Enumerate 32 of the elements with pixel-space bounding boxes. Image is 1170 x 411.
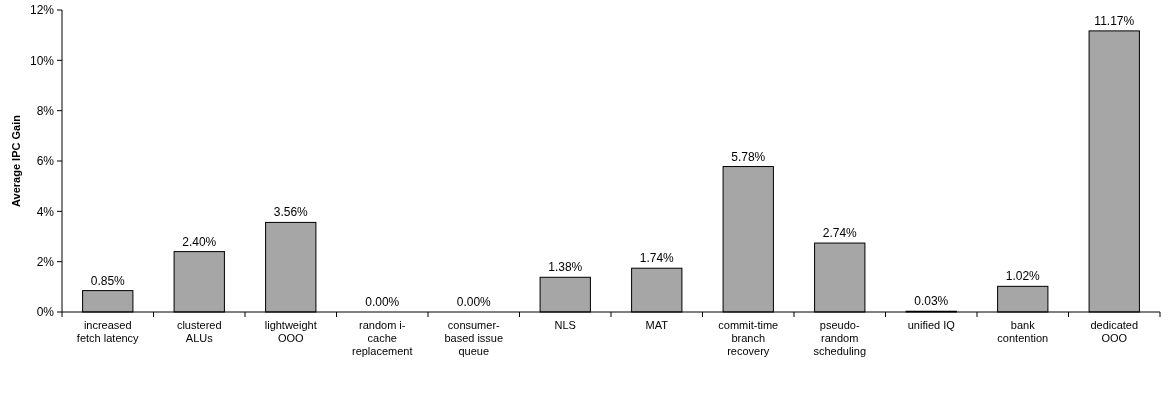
x-tick-label: consumer-based issue queue [444, 319, 504, 357]
data-label: 3.56% [273, 205, 309, 220]
x-tick-label: lightweight OOO [264, 319, 317, 344]
data-label: 1.38% [548, 260, 583, 275]
y-tick-label: 12% [29, 3, 55, 18]
x-tick-label: increased fetch latency [76, 319, 140, 344]
data-label: 11.17% [1094, 13, 1135, 28]
y-axis-title: Average IPC Gain [10, 114, 22, 207]
x-tick-label: NLS [554, 319, 576, 331]
x-tick-label: clustered ALUs [176, 319, 222, 344]
data-label: 0.00% [456, 295, 492, 309]
data-label: 1.02% [1005, 269, 1041, 284]
x-tick-label: random i-cache replacement [351, 319, 413, 357]
x-tick-label: MAT [645, 319, 669, 331]
data-label: 0.85% [90, 273, 126, 288]
y-tick-label: 2% [36, 254, 55, 269]
y-tick-label: 4% [36, 204, 55, 219]
data-label: 1.74% [639, 251, 675, 266]
data-label: 0.00% [365, 295, 400, 309]
data-label: 2.40% [182, 234, 217, 249]
x-tick-label: bank contention [997, 319, 1049, 344]
data-label: 0.03% [914, 294, 949, 309]
y-tick-label: 6% [36, 154, 55, 169]
x-tick-label: dedicated OOO [1090, 319, 1139, 344]
data-label: 5.78% [731, 149, 766, 164]
x-tick-label: commit-time branch recovery [718, 319, 779, 357]
y-tick-label: 8% [36, 103, 55, 118]
y-tick-label: 0% [36, 305, 55, 320]
x-tick-label: unified IQ [907, 319, 956, 331]
data-label: 2.74% [822, 226, 858, 241]
x-tick-label: pseudo-random scheduling [813, 319, 867, 357]
y-tick-label: 10% [29, 53, 55, 68]
